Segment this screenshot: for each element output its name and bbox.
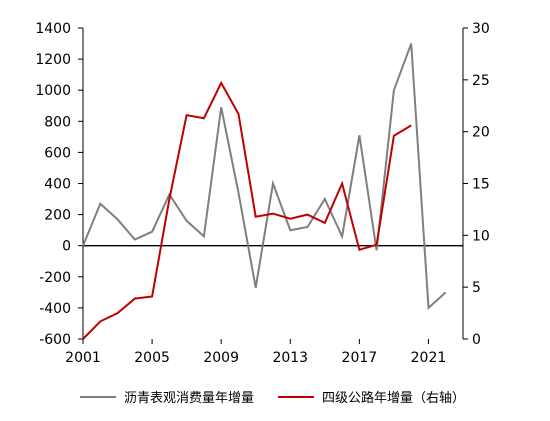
series-1-point [186, 220, 188, 222]
left-axis-tick-label: 200 [44, 208, 71, 224]
series-2-point [393, 135, 395, 137]
legend-label-2: 四级公路年增量（右轴） [322, 390, 465, 406]
series-1-point [203, 235, 205, 237]
series-1-point [393, 89, 395, 91]
series-1-point [237, 192, 239, 194]
series-2-point [82, 338, 84, 340]
series-2-point [203, 117, 205, 119]
right-axis-tick-label: 20 [472, 125, 490, 141]
series-2-point [255, 216, 257, 218]
series-1-point [341, 235, 343, 237]
series-1-point [272, 183, 274, 185]
series-2-point [289, 218, 291, 220]
series-layer [82, 43, 447, 340]
series-2-point [307, 214, 309, 216]
series-1-point [427, 307, 429, 309]
series-2-point [168, 198, 170, 200]
series-2-point [272, 213, 274, 215]
series-2-point [237, 113, 239, 115]
right-axis-tick-label: 25 [472, 73, 490, 89]
x-axis-tick-label: 2001 [65, 350, 101, 366]
series-1-point [445, 291, 447, 293]
series-2-point [117, 312, 119, 314]
series-1-point [324, 198, 326, 200]
series-1-point [307, 226, 309, 228]
left-axis-tick-label: 1200 [35, 52, 71, 68]
series-2-point [324, 222, 326, 224]
left-axis-tick-label: -400 [39, 301, 71, 317]
right-axis-tick-label: 5 [472, 280, 481, 296]
left-axis-tick-label: -200 [39, 270, 71, 286]
x-axis-tick-label: 2013 [272, 350, 308, 366]
right-axis-tick-label: 0 [472, 332, 481, 348]
series-1-point [117, 218, 119, 220]
legend-label-1: 沥青表观消费量年增量 [124, 391, 254, 406]
right-axis-tick-label: 15 [472, 177, 490, 193]
series-1-point [255, 287, 257, 289]
series-2-point [341, 183, 343, 185]
series-2-point [376, 244, 378, 246]
series-1-point [151, 231, 153, 233]
series-1-point [410, 43, 412, 45]
left-y-axis: 1400 1200 1000 800 600 400 200 0 -200 -400 -600 [35, 21, 84, 348]
series-1-point [82, 245, 84, 247]
legend: 沥青表观消费量年增量 四级公路年增量（右轴） [80, 390, 465, 406]
right-y-axis: 30 25 20 15 10 5 0 [462, 21, 490, 348]
right-axis-tick-label: 10 [472, 228, 490, 244]
left-axis-tick-label: -600 [39, 332, 71, 348]
left-axis-tick-label: 400 [44, 177, 71, 193]
series-2-point [186, 114, 188, 116]
x-axis-tick-label: 2009 [203, 350, 239, 366]
x-axis-tick-label: 2017 [342, 350, 378, 366]
series-1-point [99, 203, 101, 205]
series-2-point [220, 82, 222, 84]
series-2-point [99, 320, 101, 322]
left-axis-tick-label: 1000 [35, 83, 71, 99]
series-1-point [289, 229, 291, 231]
x-axis-tick-label: 2021 [411, 350, 447, 366]
series-2-point [151, 295, 153, 297]
left-axis-tick-label: 0 [62, 239, 71, 255]
series-2-point [358, 249, 360, 251]
left-axis-tick-label: 1400 [35, 21, 71, 37]
left-axis-tick-label: 800 [44, 114, 71, 130]
series-2-point [410, 124, 412, 126]
series-1-point [358, 134, 360, 136]
series-1-point [134, 238, 136, 240]
x-axis: 2001 2005 2009 2013 2017 2021 [65, 245, 463, 366]
series-1-point [220, 106, 222, 108]
series-line-2 [82, 80, 412, 340]
series-2-point [134, 298, 136, 300]
x-axis-tick-label: 2005 [134, 350, 170, 366]
left-axis-tick-label: 600 [44, 145, 71, 161]
series-1-point [376, 249, 378, 251]
series-line-1 [82, 43, 447, 311]
right-axis-tick-label: 30 [472, 21, 490, 37]
